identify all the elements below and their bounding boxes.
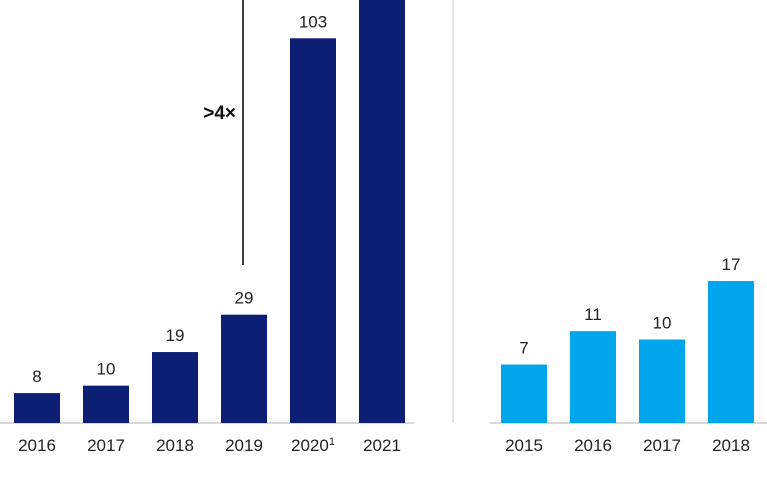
bar-1-2021 — [359, 0, 405, 423]
x-tick-label-1-2020: 20201 — [291, 436, 335, 455]
x-tick-label-1-2019: 2019 — [225, 436, 263, 455]
bar-2-2016 — [570, 331, 616, 423]
bar-1-2017 — [83, 385, 129, 423]
value-label-2-2017: 10 — [653, 314, 672, 333]
value-label-2-2015: 7 — [519, 339, 528, 358]
bar-2-2018 — [708, 281, 754, 423]
value-label-1-2018: 19 — [166, 326, 185, 345]
value-label-1-2020: 103 — [299, 12, 327, 31]
bar-1-2020 — [290, 38, 336, 424]
x-tick-label-1-2017: 2017 — [87, 436, 125, 455]
value-label-1-2016: 8 — [32, 367, 41, 386]
growth-annotation: >4× — [203, 103, 236, 124]
bar-1-2018 — [152, 352, 198, 423]
x-tick-label-2-2018: 2018 — [712, 436, 750, 455]
value-label-1-2017: 10 — [97, 360, 116, 379]
bar-1-2016 — [14, 393, 60, 423]
bar-1-2019 — [221, 314, 267, 423]
bar-2-2017 — [639, 339, 685, 423]
value-label-2-2016: 11 — [584, 305, 602, 324]
x-tick-label-2-2015: 2015 — [505, 436, 543, 455]
bar-2-2015 — [501, 364, 547, 423]
x-tick-label-2-2016: 2016 — [574, 436, 612, 455]
x-tick-label-1-2018: 2018 — [156, 436, 194, 455]
x-tick-label-1-2016: 2016 — [18, 436, 56, 455]
value-label-1-2019: 29 — [235, 289, 254, 308]
x-tick-label-1-2021: 2021 — [363, 436, 401, 455]
value-label-2-2018: 17 — [722, 255, 741, 274]
footnote-marker: 1 — [329, 436, 335, 448]
x-tick-label-2-2017: 2017 — [643, 436, 681, 455]
